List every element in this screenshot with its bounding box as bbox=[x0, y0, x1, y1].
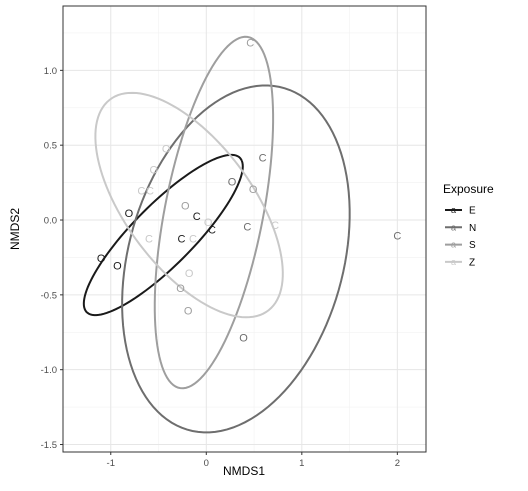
panel-background bbox=[63, 6, 426, 452]
x-tick-label: 1 bbox=[299, 458, 304, 469]
data-point-E: O bbox=[97, 253, 106, 265]
data-point-E: C bbox=[193, 211, 201, 223]
data-point-S: O bbox=[249, 184, 258, 196]
data-point-Z: O bbox=[204, 217, 213, 229]
legend-label-S: S bbox=[469, 240, 476, 251]
y-tick-label: -0.5 bbox=[41, 290, 57, 301]
data-point-N: O bbox=[239, 332, 248, 344]
y-tick-label: 0.5 bbox=[44, 141, 57, 152]
data-point-N: C bbox=[393, 230, 401, 242]
data-point-E: O bbox=[125, 208, 134, 220]
data-point-Z: O bbox=[162, 144, 171, 156]
legend-key-glyph-Z: a bbox=[451, 257, 456, 267]
y-axis-title: NMDS2 bbox=[8, 208, 22, 250]
y-tick-label: -1.0 bbox=[41, 365, 57, 376]
ellipse-E bbox=[82, 153, 244, 317]
data-point-Z: O bbox=[185, 268, 194, 280]
x-tick-label: 0 bbox=[204, 458, 209, 469]
data-point-S: C bbox=[246, 37, 254, 49]
data-point-N: O bbox=[228, 177, 237, 189]
ellipse-N bbox=[121, 84, 351, 434]
legend-label-N: N bbox=[469, 223, 476, 234]
data-point-E: C bbox=[208, 224, 216, 236]
y-axis: -1.5 -1.0 -0.5 0.0 0.5 1.0 bbox=[41, 66, 63, 451]
legend-label-E: E bbox=[469, 206, 476, 217]
confidence-ellipses bbox=[82, 35, 351, 434]
legend-title: Exposure bbox=[443, 182, 494, 196]
y-tick-label: 1.0 bbox=[44, 66, 57, 77]
legend: Exposure a Ea Na Sa Z bbox=[443, 182, 494, 268]
x-tick-label: -1 bbox=[107, 458, 115, 469]
legend-key-glyph-N: a bbox=[451, 222, 456, 232]
y-tick-label: 0.0 bbox=[44, 216, 57, 227]
data-point-Z: O bbox=[149, 165, 158, 177]
ellipse-Z bbox=[94, 91, 284, 319]
legend-items: a Ea Na Sa Z bbox=[445, 205, 476, 268]
data-point-S: O bbox=[176, 283, 185, 295]
x-tick-label: 2 bbox=[395, 458, 400, 469]
ellipse-S bbox=[153, 35, 275, 390]
data-point-Z: C bbox=[146, 186, 154, 198]
data-point-Z: C bbox=[189, 233, 197, 245]
data-point-Z: C bbox=[271, 220, 279, 232]
panel-border bbox=[62, 5, 427, 453]
y-tick-label: -1.5 bbox=[41, 440, 57, 451]
grid-major bbox=[63, 6, 426, 452]
data-point-S: O bbox=[184, 305, 193, 317]
data-point-N: C bbox=[243, 222, 251, 234]
data-point-E: C bbox=[177, 233, 185, 245]
legend-label-Z: Z bbox=[469, 257, 475, 268]
x-axis-title: NMDS1 bbox=[223, 464, 265, 478]
legend-key-glyph-E: a bbox=[451, 205, 456, 215]
data-point-S: O bbox=[181, 201, 190, 213]
data-point-N: C bbox=[259, 153, 267, 165]
data-point-Z: C bbox=[145, 233, 153, 245]
legend-key-glyph-S: a bbox=[451, 240, 456, 250]
x-axis: -1 0 1 2 bbox=[107, 452, 400, 469]
data-point-E: O bbox=[113, 260, 122, 272]
data-point-Z: C bbox=[137, 186, 145, 198]
